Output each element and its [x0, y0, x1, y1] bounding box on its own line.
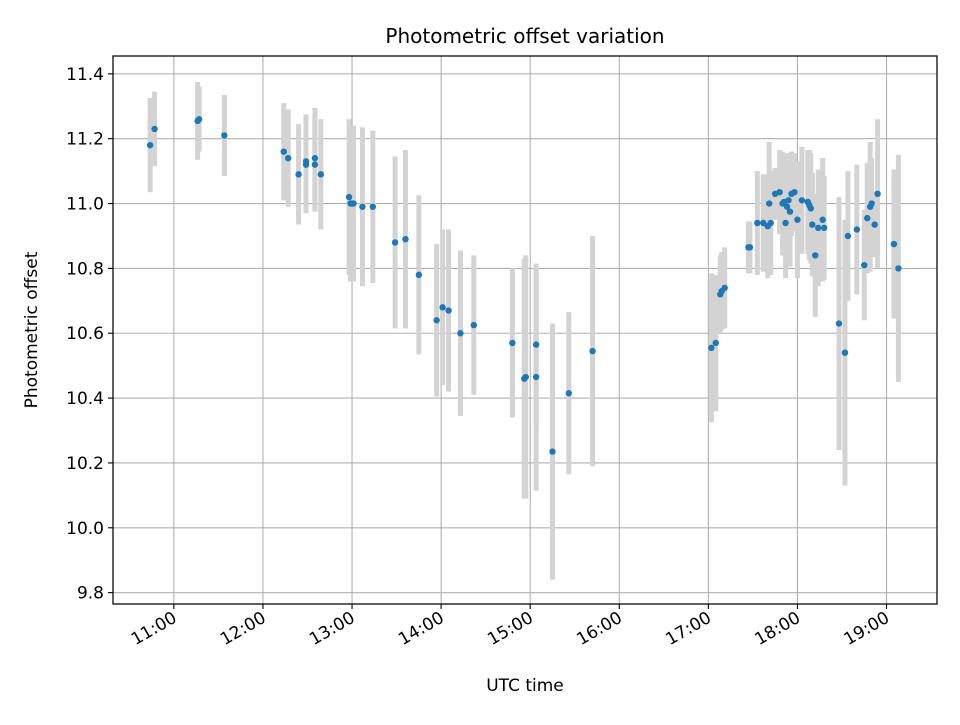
- data-point: [819, 216, 826, 223]
- data-point: [415, 271, 423, 279]
- data-point: [776, 188, 783, 196]
- y-tick-label: 10.6: [66, 324, 104, 344]
- data-point: [782, 219, 789, 227]
- data-point: [820, 224, 828, 232]
- data-point: [589, 347, 596, 355]
- data-point: [853, 226, 861, 233]
- data-point: [890, 240, 898, 248]
- data-point: [861, 261, 868, 269]
- y-tick-label: 11.0: [66, 195, 104, 215]
- data-point: [391, 239, 399, 246]
- data-point: [565, 390, 572, 397]
- data-point: [785, 197, 792, 204]
- data-point: [812, 252, 819, 259]
- y-tick-label: 11.2: [66, 130, 104, 150]
- data-point: [302, 158, 310, 165]
- chart-title: Photometric offset variation: [385, 24, 664, 48]
- data-point: [369, 203, 377, 210]
- data-point: [760, 219, 767, 227]
- y-tick-label: 11.4: [66, 65, 104, 85]
- data-point: [754, 219, 761, 227]
- data-point: [874, 190, 881, 198]
- data-points: [146, 116, 902, 455]
- data-point: [532, 373, 540, 381]
- data-point: [195, 116, 203, 123]
- data-point: [439, 304, 446, 311]
- data-point: [791, 188, 798, 196]
- data-point: [794, 216, 801, 223]
- data-point: [786, 208, 794, 215]
- data-point: [311, 154, 319, 162]
- y-axis-title: Photometric offset: [22, 251, 42, 408]
- data-point: [864, 214, 871, 222]
- data-point: [532, 341, 540, 348]
- data-point: [549, 448, 556, 455]
- data-point: [151, 125, 158, 133]
- data-point: [146, 141, 154, 149]
- data-point: [457, 330, 464, 337]
- data-point: [835, 320, 843, 327]
- data-point: [721, 284, 728, 292]
- data-point: [433, 317, 440, 324]
- data-point: [402, 236, 409, 243]
- y-tick-label: 9.8: [77, 584, 104, 604]
- data-point: [345, 193, 353, 201]
- data-point: [708, 344, 715, 352]
- y-tick-label: 10.0: [66, 519, 104, 539]
- data-point: [815, 224, 822, 232]
- data-point: [470, 321, 477, 329]
- data-point: [783, 203, 791, 210]
- data-point: [522, 373, 529, 381]
- data-point: [509, 339, 516, 347]
- data-point: [798, 197, 806, 204]
- y-tick-label: 10.4: [66, 389, 104, 409]
- data-point: [350, 200, 357, 207]
- data-point: [895, 265, 902, 272]
- data-point: [311, 161, 319, 168]
- data-point: [712, 339, 719, 347]
- plot-frame: [112, 55, 938, 605]
- data-point: [809, 221, 816, 228]
- data-point: [844, 232, 852, 240]
- y-tick-label: 10.2: [66, 454, 104, 474]
- data-point: [766, 200, 773, 207]
- data-point: [807, 205, 815, 212]
- data-point: [841, 349, 849, 356]
- data-point: [295, 171, 302, 178]
- data-point: [317, 171, 325, 178]
- data-point: [284, 154, 292, 162]
- y-tick-label: 10.8: [66, 259, 104, 279]
- data-point: [868, 200, 875, 207]
- data-point: [871, 221, 878, 228]
- data-point: [280, 148, 287, 155]
- x-axis-title: UTC time: [486, 676, 564, 696]
- data-point: [445, 307, 452, 314]
- data-point: [359, 203, 366, 210]
- data-point: [746, 244, 754, 251]
- data-point: [221, 132, 228, 139]
- data-point: [767, 219, 774, 227]
